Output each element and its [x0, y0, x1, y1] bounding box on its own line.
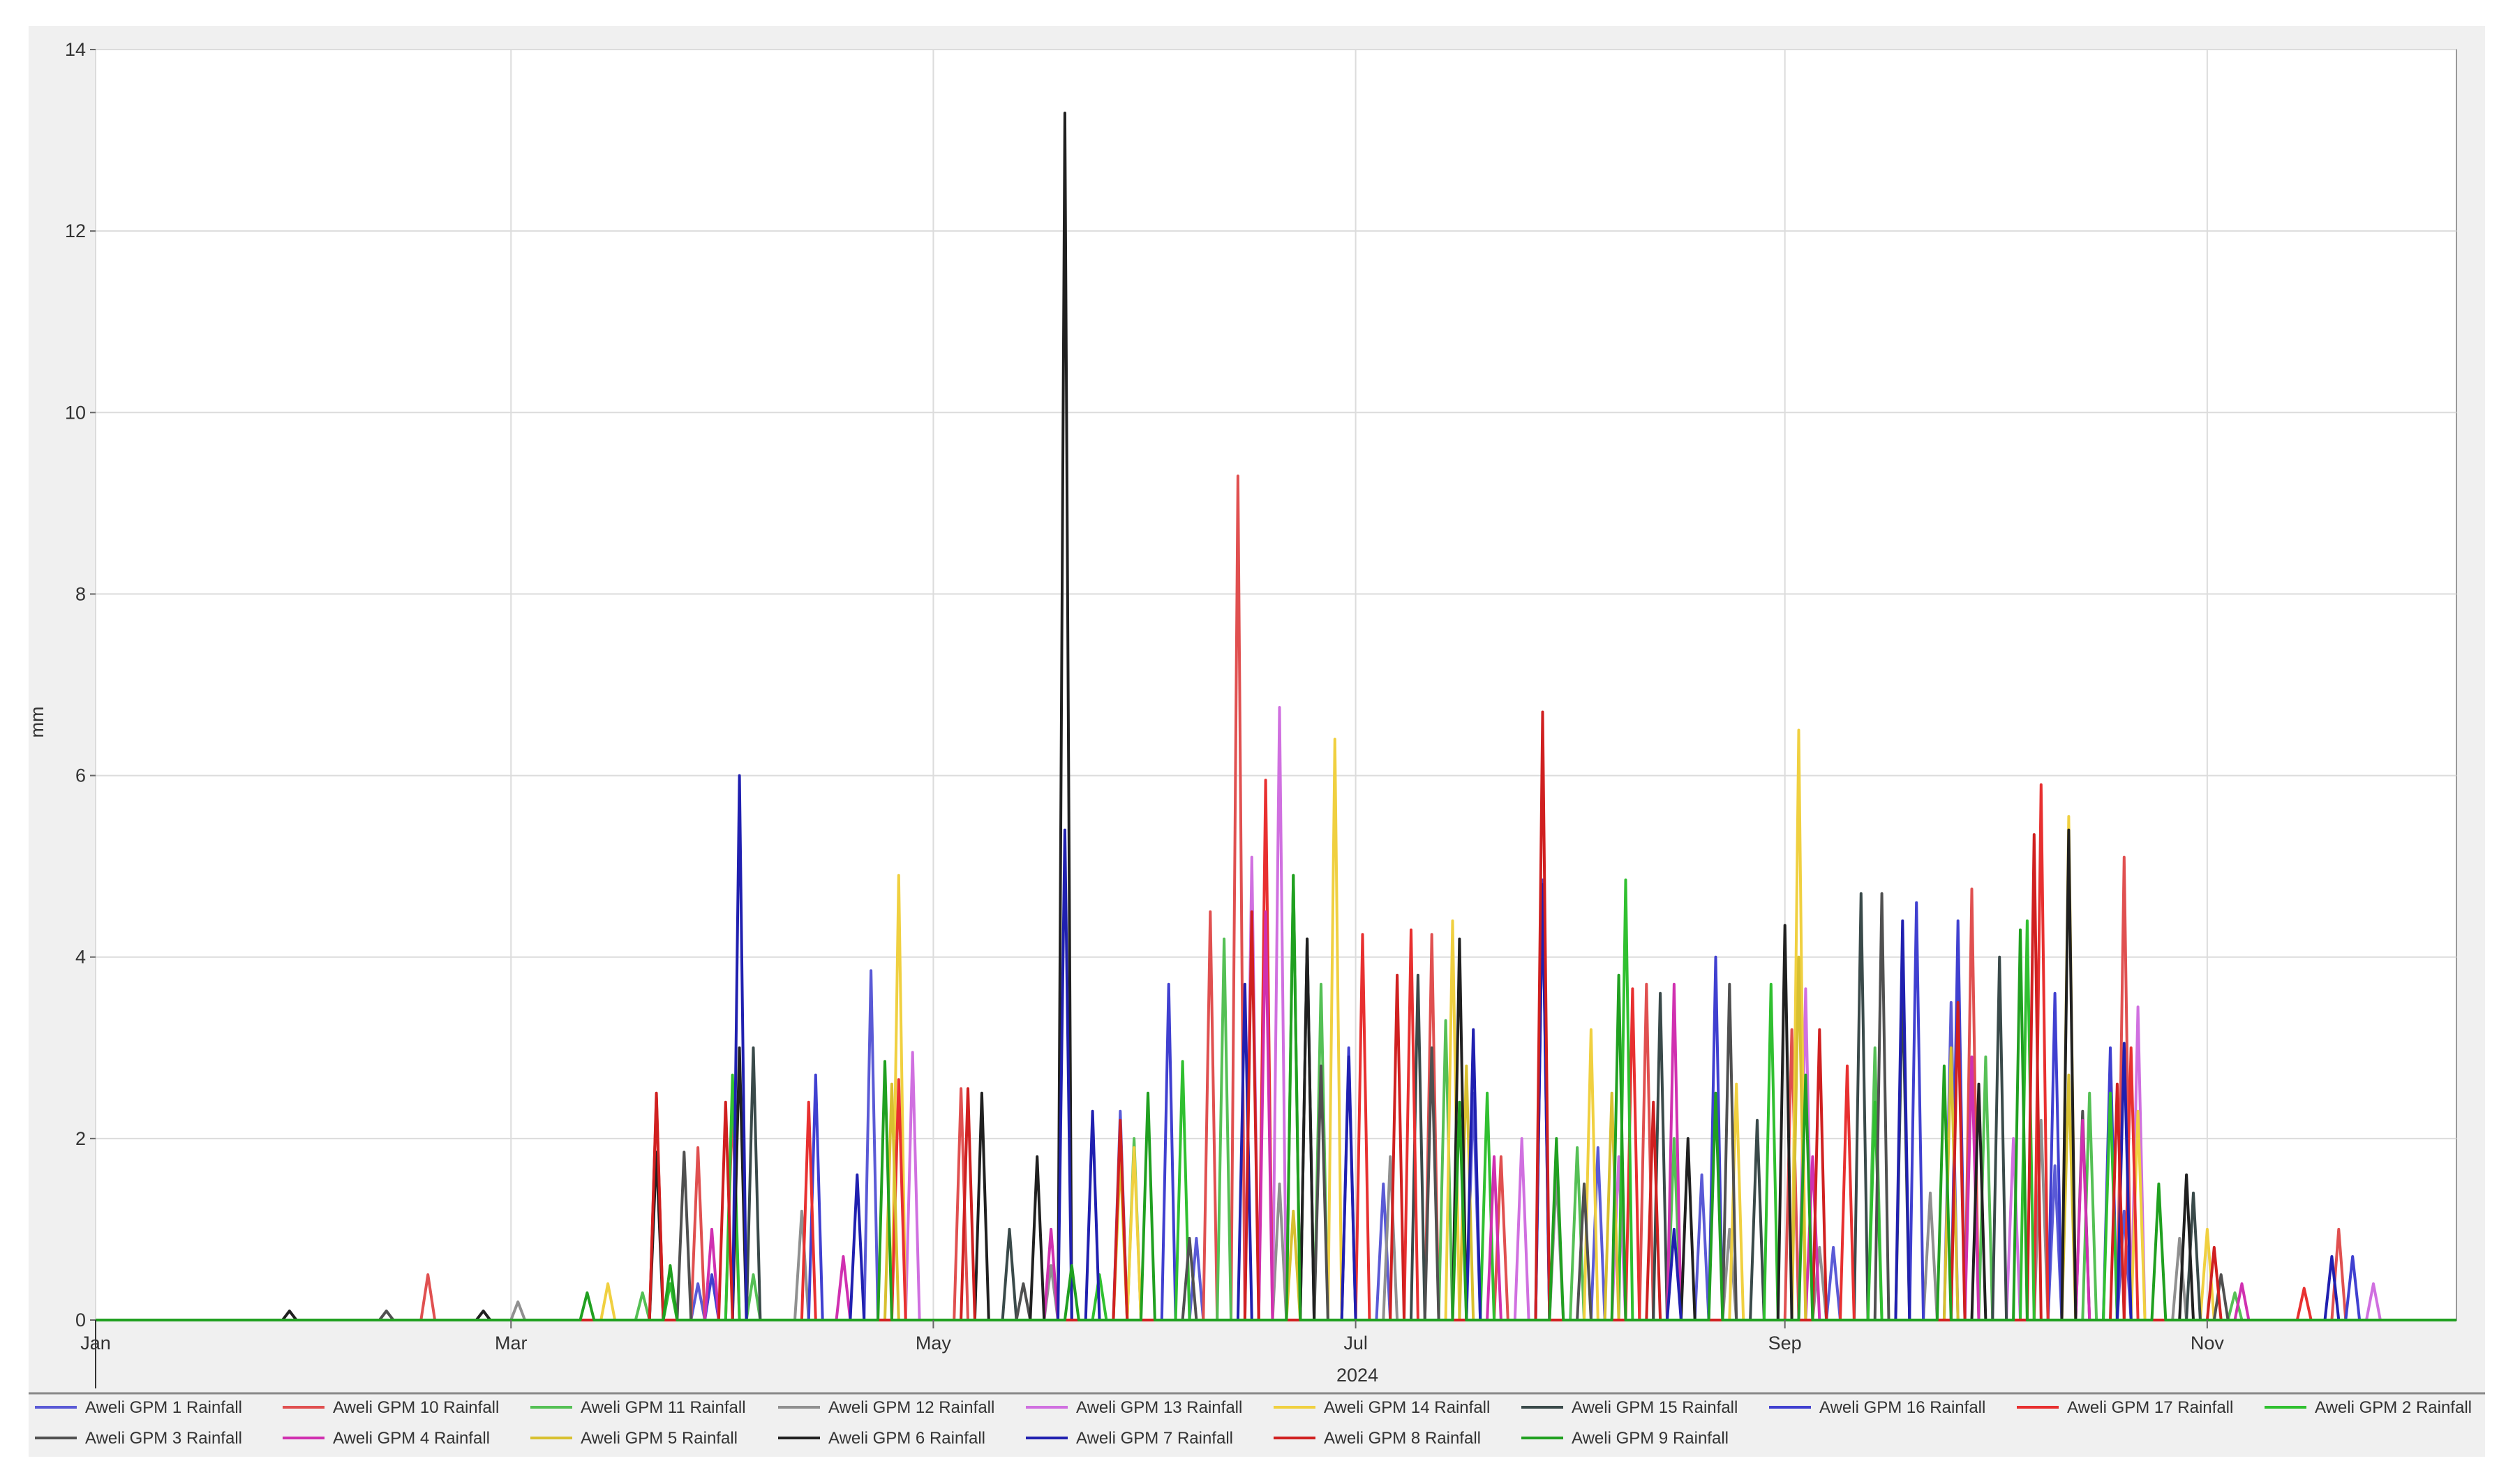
y-tick-label: 2 [75, 1128, 86, 1149]
series-line [96, 874, 2456, 1321]
y-tick-label: 12 [65, 220, 86, 241]
y-tick-label: 0 [75, 1310, 86, 1331]
series-group [96, 112, 2456, 1321]
x-tick-label: Sep [1768, 1333, 1802, 1354]
x-tick-label: May [916, 1333, 952, 1354]
series-line [96, 874, 2456, 1321]
legend-label: Aweli GPM 14 Rainfall [1324, 1398, 1490, 1417]
series-line [96, 728, 2456, 1321]
legend-label: Aweli GPM 9 Rainfall [1572, 1429, 1729, 1448]
x-tick-label: Mar [495, 1333, 528, 1354]
legend-label: Aweli GPM 16 Rainfall [1819, 1398, 1985, 1417]
x-tick-label: Jul [1343, 1333, 1368, 1354]
y-tick-label: 4 [75, 947, 86, 968]
legend-label: Aweli GPM 11 Rainfall [581, 1398, 746, 1417]
legend-label: Aweli GPM 8 Rainfall [1324, 1429, 1481, 1448]
legend-label: Aweli GPM 17 Rainfall [2067, 1398, 2233, 1417]
series-line [96, 779, 2456, 1321]
legend: Aweli GPM 1 Rainfall Aweli GPM 10 Rainfal… [35, 1398, 2472, 1448]
legend-label: Aweli GPM 7 Rainfall [1076, 1429, 1233, 1448]
legend-label: Aweli GPM 15 Rainfall [1572, 1398, 1738, 1417]
y-tick-label: 10 [65, 402, 86, 423]
legend-label: Aweli GPM 12 Rainfall [828, 1398, 994, 1417]
legend-label: Aweli GPM 10 Rainfall [333, 1398, 499, 1417]
y-tick-label: 6 [75, 765, 86, 786]
legend-label: Aweli GPM 4 Rainfall [333, 1429, 490, 1448]
y-axis-label: mm [27, 707, 47, 738]
y-tick-label: 14 [65, 39, 86, 60]
x-axis-label: 2024 [1336, 1365, 1378, 1386]
legend-label: Aweli GPM 13 Rainfall [1076, 1398, 1242, 1417]
legend-label: Aweli GPM 1 Rainfall [85, 1398, 242, 1417]
legend-label: Aweli GPM 2 Rainfall [2315, 1398, 2472, 1417]
legend-label: Aweli GPM 3 Rainfall [85, 1429, 242, 1448]
y-tick-label: 8 [75, 583, 86, 604]
legend-label: Aweli GPM 5 Rainfall [581, 1429, 738, 1448]
x-tick-label: Nov [2191, 1333, 2225, 1354]
legend-label: Aweli GPM 6 Rainfall [828, 1429, 985, 1448]
